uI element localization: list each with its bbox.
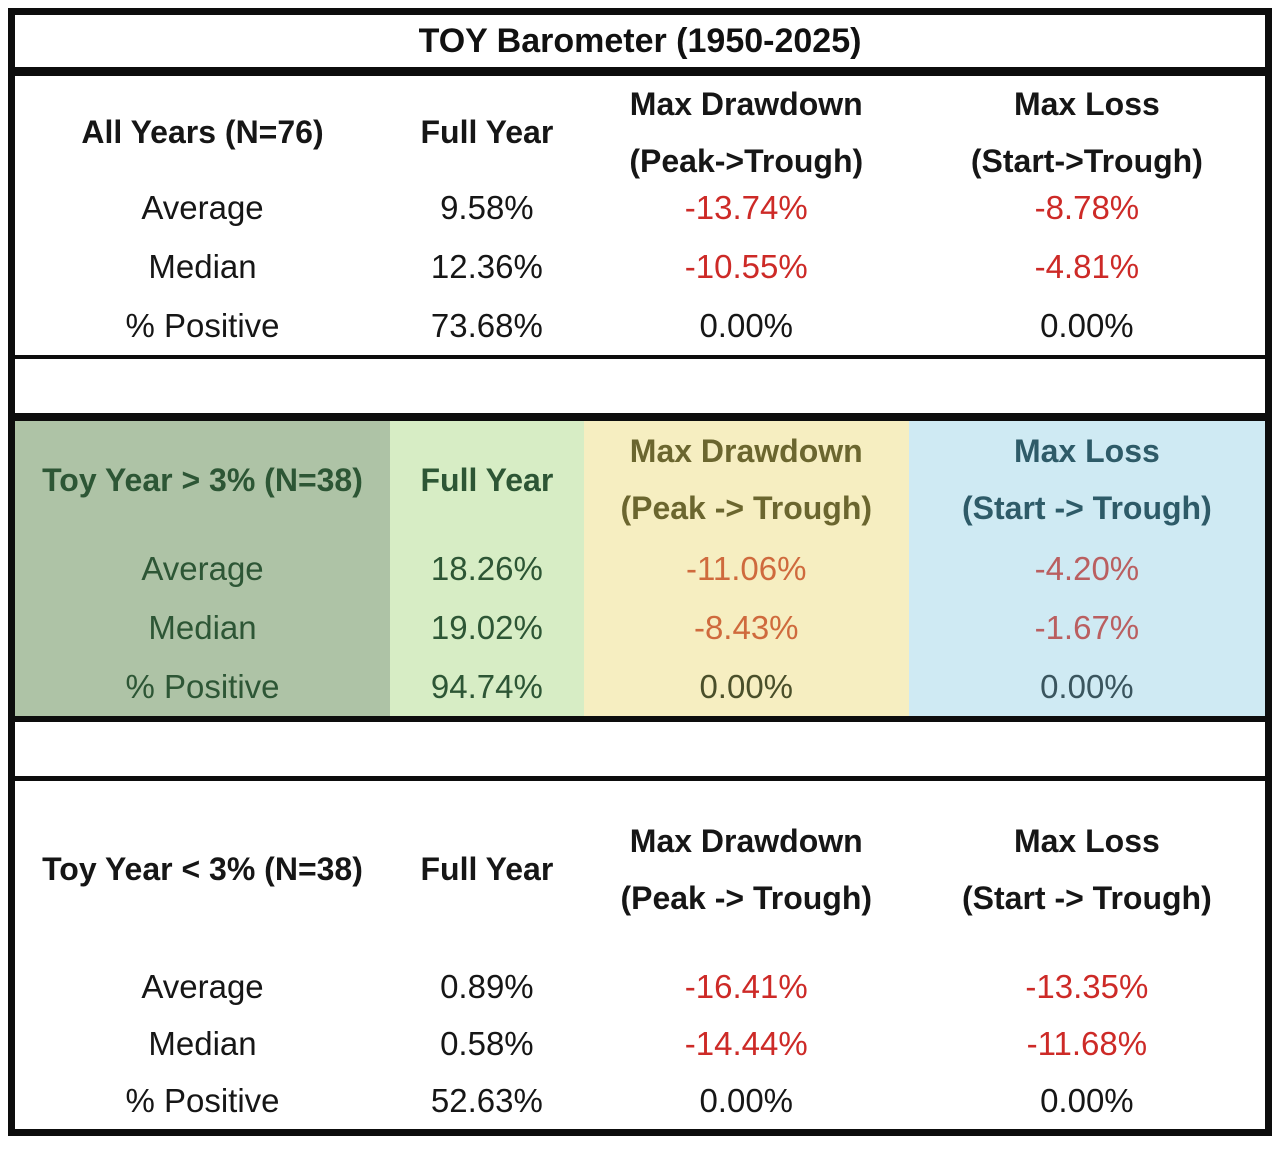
table-cell: -13.35% (1025, 967, 1149, 1005)
column-header-max-drawdown: Max Drawdown (Peak -> Trough) (583, 421, 909, 539)
table-cell: 0.58% (440, 1024, 534, 1062)
table-cell: -8.43% (583, 598, 909, 657)
table-cell: 0.00% (583, 657, 909, 716)
table-row-average: Average 18.26% -11.06% -4.20% (15, 539, 1265, 598)
header-row: Toy Year > 3% (N=38) Full Year Max Drawd… (15, 421, 1265, 539)
table-cell: -4.20% (908, 539, 1265, 598)
section-all-years: All Years (N=76) Full Year Max Drawdown … (15, 76, 1265, 359)
table-cell: -1.67% (908, 598, 1265, 657)
column-header-max-loss: Max Loss (Start->Trough) (970, 86, 1203, 179)
table-cell: 0.89% (440, 967, 534, 1005)
header-row: Toy Year < 3% (N=38) Full Year Max Drawd… (15, 781, 1265, 958)
table-title-text: TOY Barometer (1950-2025) (418, 21, 862, 60)
table-cell: 0.00% (1040, 306, 1134, 344)
table-row-pct-positive: % Positive 94.74% 0.00% 0.00% (15, 657, 1265, 716)
table-cell: -4.81% (1034, 247, 1140, 285)
table-cell: -11.06% (583, 539, 909, 598)
table-row-median: Median 19.02% -8.43% -1.67% (15, 598, 1265, 657)
table-cell: 19.02% (390, 598, 584, 657)
table-cell: 0.00% (908, 657, 1265, 716)
table-row-median: Median 12.36% -10.55% -4.81% (15, 237, 1265, 296)
column-header-max-drawdown: Max Drawdown (Peak -> Trough) (620, 822, 873, 916)
table-title: TOY Barometer (1950-2025) (15, 15, 1265, 76)
section-label: All Years (N=76) (81, 114, 324, 151)
table-cell: 52.63% (430, 1081, 543, 1119)
table-row-pct-positive: % Positive 52.63% 0.00% 0.00% (15, 1072, 1265, 1129)
table-row-pct-positive: % Positive 73.68% 0.00% 0.00% (15, 296, 1265, 355)
row-label: Average (141, 188, 264, 226)
row-label: % Positive (125, 306, 280, 344)
row-label: Median (148, 247, 257, 285)
table-cell: 0.00% (699, 1081, 794, 1119)
section-label: Toy Year < 3% (N=38) (42, 851, 363, 888)
table-row-average: Average 9.58% -13.74% -8.78% (15, 178, 1265, 237)
table-cell: 12.36% (430, 247, 543, 285)
table-row-average: Average 0.89% -16.41% -13.35% (15, 958, 1265, 1015)
table-cell: -11.68% (1026, 1024, 1148, 1062)
row-label: Average (141, 967, 264, 1005)
spacer-row (15, 359, 1265, 413)
column-header-full-year: Full Year (390, 421, 584, 539)
column-header-max-loss: Max Loss (Start -> Trough) (961, 822, 1212, 916)
header-row: All Years (N=76) Full Year Max Drawdown … (15, 76, 1265, 179)
table-cell: -13.74% (684, 188, 808, 226)
table-cell: 9.58% (440, 188, 534, 226)
section-toy-year-gt-3pct: Toy Year > 3% (N=38) Full Year Max Drawd… (15, 413, 1265, 722)
table-cell: 0.00% (699, 306, 794, 344)
column-header-full-year: Full Year (420, 114, 554, 151)
table-row-median: Median 0.58% -14.44% -11.68% (15, 1015, 1265, 1072)
table-cell: 18.26% (390, 539, 584, 598)
toy-barometer-table: TOY Barometer (1950-2025) All Years (N=7… (8, 8, 1272, 1136)
table-cell: -10.55% (684, 247, 808, 285)
section-toy-year-lt-3pct: Toy Year < 3% (N=38) Full Year Max Drawd… (15, 776, 1265, 1129)
table-cell: -16.41% (684, 967, 808, 1005)
row-label: % Positive (15, 657, 390, 716)
table-cell: -8.78% (1034, 188, 1140, 226)
column-header-max-drawdown: Max Drawdown (Peak->Trough) (629, 86, 864, 179)
row-label: Median (148, 1024, 257, 1062)
column-header-full-year: Full Year (420, 851, 554, 888)
row-label: Average (15, 539, 390, 598)
row-label: Median (15, 598, 390, 657)
table-cell: 73.68% (430, 306, 543, 344)
column-header-max-loss: Max Loss (Start -> Trough) (908, 421, 1265, 539)
spacer-row (15, 722, 1265, 776)
section-label: Toy Year > 3% (N=38) (15, 421, 390, 539)
row-label: % Positive (125, 1081, 280, 1119)
table-cell: 0.00% (1040, 1081, 1134, 1119)
table-cell: 94.74% (390, 657, 584, 716)
table-cell: -14.44% (684, 1024, 808, 1062)
